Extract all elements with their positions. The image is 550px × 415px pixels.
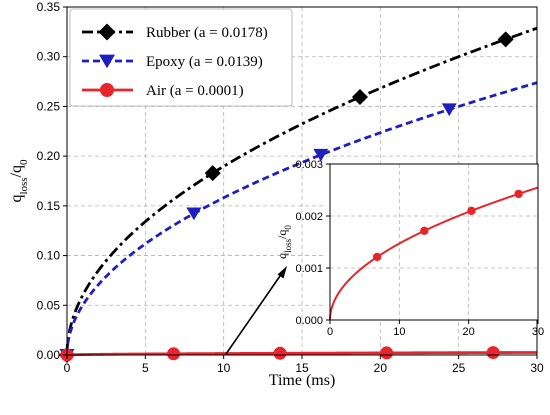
y-tick-label: 0.10: [37, 249, 61, 263]
line-rubber: [65, 26, 538, 356]
inset-grid: [330, 164, 538, 320]
line-epoxy: [65, 81, 538, 356]
inset-y-tick-label: 0.002: [295, 211, 323, 223]
inset-x-tick-label: 10: [393, 326, 405, 338]
legend-marker: [100, 83, 114, 97]
marker-rubber: [351, 89, 368, 106]
marker-air: [273, 346, 287, 360]
series-air: [60, 346, 538, 362]
inset-plot-frame: [329, 163, 539, 321]
series-rubber: [59, 26, 538, 363]
marker-epoxy: [441, 103, 457, 117]
main-tick-layer: 0 5 10 15 20 25 30 0.00 0.05 0.10 0.15 0.20 0.25 0.30…: [37, 0, 544, 375]
inset-marker-air: [467, 206, 476, 215]
y-axis-title: qloss/q0: [8, 159, 30, 203]
legend-label: Air (a = 0.0001): [146, 83, 244, 99]
marker-epoxy: [313, 148, 329, 162]
legend-item: Rubber (a = 0.0178): [82, 23, 268, 41]
inset-y-tick-label: 0.001: [295, 263, 323, 275]
x-tick-label: 0: [64, 361, 71, 375]
x-tick-label: 15: [295, 361, 309, 375]
inset-x-tick-label: 20: [463, 326, 475, 338]
marker-air: [486, 346, 500, 360]
zoom-arrow: [225, 266, 287, 355]
marker-epoxy: [186, 207, 202, 221]
marker-air: [167, 347, 181, 361]
inset-marker-air: [420, 226, 429, 236]
inset-y-tick-label: 0.003: [295, 159, 323, 171]
x-tick-label: 25: [452, 361, 466, 375]
inset-x-tick-label: 30: [532, 326, 544, 338]
legend: Rubber (a = 0.0178) Epoxy (a = 0.0139) Air…: [69, 8, 293, 107]
legend-marker: [98, 23, 116, 41]
inset-y-tick-label: 0.000: [295, 315, 323, 327]
y-tick-label: 0.35: [37, 0, 61, 14]
x-tick-label: 20: [374, 361, 388, 375]
marker-rubber: [204, 165, 221, 182]
legend-item: Epoxy (a = 0.0139): [82, 54, 263, 70]
inset-background: [323, 164, 538, 320]
inset-y-axis-title: qloss/q0: [275, 225, 293, 259]
inset-series-layer: [329, 186, 539, 320]
legend-marker: [99, 54, 115, 69]
main-series-layer: [59, 26, 538, 363]
y-tick-label: 0.05: [37, 298, 61, 312]
inset-marker-air: [372, 252, 382, 262]
legend-item: Air (a = 0.0001): [82, 83, 244, 99]
legend-label: Rubber (a = 0.0178): [146, 25, 268, 41]
legend-box: [69, 8, 293, 107]
x-tick-label: 10: [217, 361, 231, 375]
x-tick-label: 30: [530, 361, 544, 375]
marker-rubber: [497, 31, 514, 48]
y-tick-label: 0.00: [37, 348, 61, 362]
inset-series-air: [329, 186, 539, 320]
y-tick-label: 0.30: [37, 50, 61, 64]
marker-air: [380, 346, 394, 360]
y-tick-label: 0.25: [37, 99, 61, 113]
x-axis-title: Time (ms): [269, 372, 336, 389]
y-tick-label: 0.20: [37, 149, 61, 163]
legend-label: Epoxy (a = 0.0139): [146, 54, 263, 70]
y-tick-label: 0.15: [37, 199, 61, 213]
inset-marker-air: [514, 189, 523, 199]
x-tick-label: 5: [142, 361, 149, 375]
inset-x-tick-label: 0: [327, 326, 333, 338]
inset-tick-layer: 0 10 20 30 0.000 0.001 0.002 0.003: [295, 159, 544, 338]
